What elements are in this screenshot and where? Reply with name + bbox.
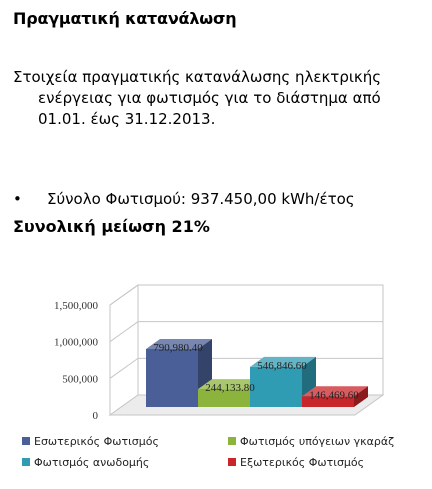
legend-swatch (22, 437, 30, 445)
legend-swatch (228, 437, 236, 445)
page-heading: Πραγματική κατανάλωση (13, 9, 237, 28)
legend-label: Εσωτερικός Φωτισμός (34, 435, 159, 448)
bar-top (302, 386, 368, 397)
total-lighting-text: Σύνολο Φωτισμού: 937.450,00 kWh/έτος (47, 190, 355, 208)
bullet-icon: • (13, 190, 22, 208)
y-gridline (109, 321, 383, 343)
consumption-chart: 0 500,000 1,000,000 1,500,000 790,980.40 244,… (22, 284, 394, 469)
chart-bars-layer (146, 338, 368, 407)
legend-swatch (22, 458, 30, 466)
bar-top (198, 379, 264, 390)
bar-data-label: 146,469.60 (309, 389, 359, 401)
total-lighting-bullet: • Σύνολο Φωτισμού: 937.450,00 kWh/έτος (13, 190, 355, 208)
chart-bar (302, 386, 368, 407)
legend-label: Φωτισμός υπόγειων γκαράζ (240, 435, 394, 448)
chart-legend: Εσωτερικός Φωτισμός Φωτισμός υπόγειων γκα… (22, 435, 394, 469)
bar-front (198, 389, 250, 407)
bar-front (250, 366, 302, 407)
chart-side-wall (109, 284, 139, 416)
total-reduction: Συνολική μείωση 21% (13, 217, 210, 236)
legend-label: Εξωτερικός Φωτισμός (240, 456, 364, 469)
bar-data-label: 790,980.40 (153, 342, 203, 354)
chart-bar (250, 356, 316, 407)
bar-front (302, 396, 354, 407)
legend-label: Φωτισμός ανωδομής (34, 456, 149, 469)
y-tick-label: 1,500,000 (54, 300, 99, 312)
legend-swatch (228, 458, 236, 466)
y-tick-label: 500,000 (62, 373, 98, 385)
bar-data-label: 546,846.60 (257, 360, 307, 372)
description-line-1: Στοιχεία πραγματικής κατανάλωσης ηλεκτρι… (13, 68, 382, 86)
bar-top (250, 356, 316, 367)
description-line-3: 01.01. έως 31.12.2013. (38, 110, 216, 128)
y-tick-label: 0 (93, 410, 99, 422)
chart-bar (146, 338, 212, 407)
chart-text-layer: 0 500,000 1,000,000 1,500,000 790,980.40 244,… (54, 300, 359, 422)
bar-data-label: 244,133.80 (205, 382, 255, 394)
bar-top (146, 338, 212, 349)
y-gridline (109, 284, 383, 306)
y-tick-label: 1,000,000 (54, 337, 99, 349)
description-paragraph: Στοιχεία πραγματικής κατανάλωσης ηλεκτρι… (13, 67, 423, 130)
description-line-2: ενέργειας για φωτισμός για το διάστημα α… (38, 89, 381, 107)
bar-side (354, 386, 368, 407)
bar-front (146, 348, 198, 407)
